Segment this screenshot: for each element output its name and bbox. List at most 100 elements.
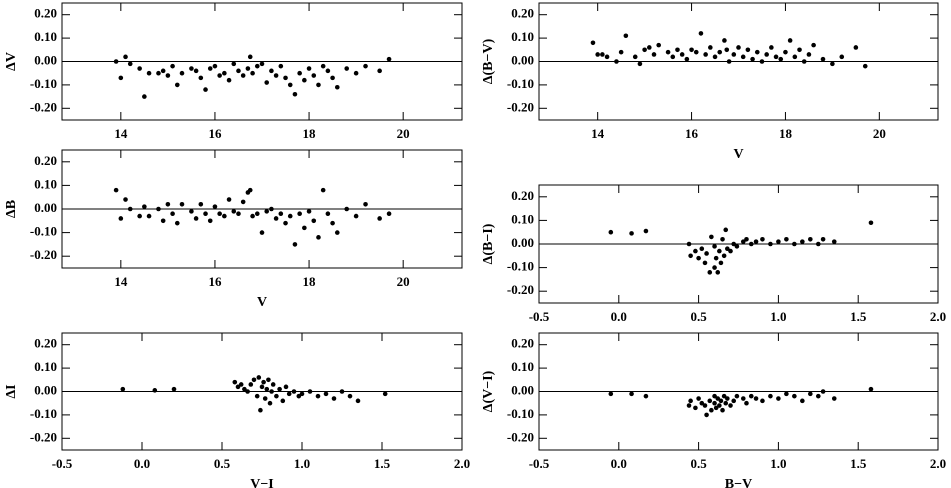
data-point: [604, 54, 610, 60]
y-tick-label: 0.20: [34, 6, 57, 21]
data-point: [703, 52, 708, 57]
y-tick-label: 0.10: [511, 29, 534, 44]
data-point: [800, 398, 805, 404]
x-tick-label: 1.5: [374, 456, 391, 471]
data-point: [264, 80, 270, 85]
data-point: [816, 241, 821, 247]
data-point: [170, 211, 175, 217]
data-point: [731, 52, 737, 57]
x-tick-label: 20: [397, 126, 410, 141]
data-point: [675, 47, 680, 53]
y-tick-label: 0.20: [511, 188, 534, 203]
x-tick-label: -0.5: [529, 456, 550, 471]
data-point: [238, 382, 244, 387]
data-point: [386, 56, 392, 62]
data-point: [254, 393, 260, 399]
data-point: [712, 244, 717, 249]
data-point: [386, 211, 392, 217]
data-point: [242, 386, 247, 392]
x-tick-label: 1.5: [850, 456, 867, 471]
data-point: [808, 236, 813, 242]
data-point: [353, 70, 359, 76]
x-tick-label: 0.5: [690, 309, 707, 324]
x-tick-label: 16: [685, 126, 699, 141]
data-point: [296, 393, 302, 399]
data-point: [315, 393, 321, 399]
data-point: [232, 379, 238, 385]
x-tick-label: 1.0: [770, 456, 786, 471]
data-point: [713, 255, 719, 261]
data-point: [247, 54, 253, 60]
data-point: [355, 398, 361, 404]
data-point: [784, 236, 789, 242]
y-axis-label: Δ(B−I): [481, 223, 496, 264]
data-point: [277, 386, 282, 392]
data-point: [734, 393, 740, 399]
data-point: [724, 47, 730, 53]
data-point: [269, 389, 274, 394]
data-point: [723, 227, 729, 233]
data-point: [334, 230, 340, 235]
data-point: [600, 52, 605, 57]
y-tick-label: 0.10: [511, 211, 534, 226]
data-point: [245, 66, 251, 71]
x-tick-label: 20: [397, 274, 410, 289]
data-point: [270, 382, 276, 387]
data-point: [717, 49, 723, 55]
x-tick-label: 14: [591, 126, 605, 141]
data-point: [165, 73, 171, 78]
data-point: [721, 393, 727, 399]
data-point: [307, 389, 313, 394]
data-point: [240, 73, 246, 78]
data-point: [820, 389, 826, 394]
data-point: [590, 40, 596, 46]
data-point: [123, 197, 128, 202]
x-tick-label: 1.0: [294, 456, 310, 471]
data-point: [269, 206, 274, 212]
x-tick-label: 0.5: [690, 456, 707, 471]
x-tick-label: 18: [779, 126, 793, 141]
y-tick-label: -0.20: [30, 99, 57, 114]
data-point: [142, 94, 147, 99]
data-point: [174, 82, 180, 88]
data-point: [320, 187, 326, 193]
data-point: [792, 393, 797, 399]
data-point: [283, 384, 289, 390]
y-tick-label: 0.10: [34, 359, 57, 374]
data-point: [236, 211, 241, 217]
data-point: [264, 209, 270, 214]
y-axis-label: ΔB: [4, 200, 19, 218]
data-point: [778, 56, 784, 62]
data-point: [748, 393, 754, 399]
data-point: [618, 49, 624, 55]
data-point: [808, 391, 813, 397]
y-tick-label: 0.10: [34, 29, 57, 44]
y-tick-label: -0.10: [30, 406, 57, 421]
data-point: [839, 54, 845, 60]
data-point: [698, 31, 704, 36]
data-point: [251, 377, 257, 383]
data-point: [245, 389, 250, 394]
data-point: [198, 201, 204, 207]
data-point: [707, 270, 713, 275]
data-point: [198, 75, 204, 81]
data-point: [726, 59, 732, 64]
data-point: [704, 412, 709, 418]
x-axis-label: B−V: [725, 477, 752, 488]
data-point: [325, 68, 331, 74]
data-point: [316, 82, 321, 88]
data-point: [722, 38, 727, 43]
data-point: [377, 216, 382, 221]
y-axis-label: ΔV: [4, 52, 19, 71]
data-point: [715, 396, 721, 401]
data-point: [302, 77, 307, 83]
y-tick-label: -0.10: [507, 406, 534, 421]
data-point: [769, 45, 774, 50]
data-point: [256, 375, 262, 380]
data-point: [787, 38, 793, 43]
data-point: [723, 400, 729, 406]
data-point: [118, 75, 124, 81]
data-point: [830, 61, 835, 67]
data-point: [259, 61, 265, 67]
data-point: [207, 66, 213, 71]
